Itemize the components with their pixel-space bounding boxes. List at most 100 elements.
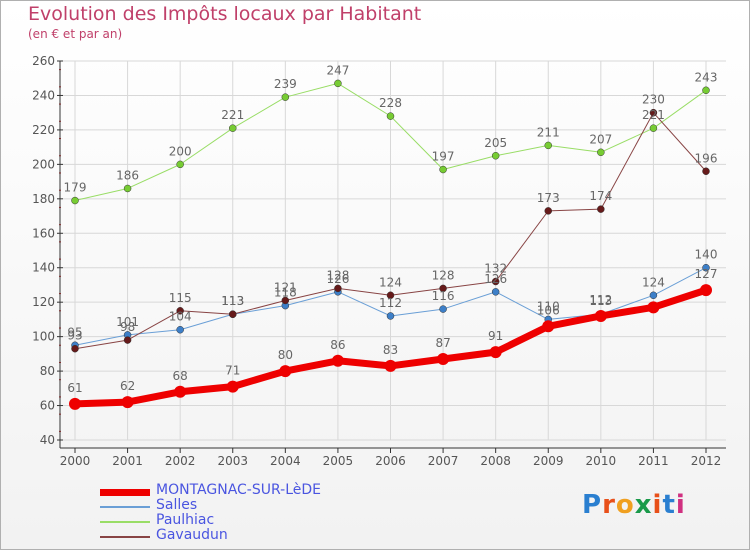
data-label: 112 [589,293,612,307]
data-label: 86 [330,338,345,352]
data-label: 61 [67,381,82,395]
y-tick-label: 200 [32,157,55,171]
x-tick-label: 2009 [533,454,564,468]
series-point-0 [542,320,555,333]
x-tick-label: 2012 [691,454,722,468]
data-label: 140 [695,248,718,262]
logo-letter: P [582,490,603,520]
y-tick-label: 260 [32,54,55,68]
series-point-3 [649,108,658,117]
y-tick-label: 220 [32,123,55,137]
series-point-1 [176,325,184,334]
legend-label: MONTAGNAC-SUR-LèDE [156,482,321,498]
series-point-2 [491,152,500,160]
series-point-1 [702,263,710,272]
x-tick-label: 2011 [638,454,669,468]
data-label: 121 [274,280,297,294]
series-point-3 [281,296,290,305]
x-tick-label: 2008 [480,454,511,468]
data-label: 87 [435,336,450,350]
series-group [69,79,712,410]
data-label: 113 [589,294,612,308]
series-point-3 [702,167,710,176]
series-point-2 [597,148,605,157]
legend-label: Paulhiac [156,512,215,528]
data-label: 83 [383,343,398,357]
data-label: 124 [642,275,665,289]
series-point-2 [649,124,658,132]
series-point-3 [334,284,342,293]
series-point-0 [700,284,712,297]
y-tick-label: 80 [40,364,55,378]
y-tick-label: 120 [32,295,55,309]
series-point-2 [176,160,184,169]
x-tick-label: 2004 [270,454,301,468]
data-label: 110 [537,299,560,313]
data-label: 116 [432,289,455,303]
logo-letter: r [602,490,616,520]
data-label: 126 [484,272,507,286]
series-point-2 [71,196,79,205]
series-point-0 [279,365,292,378]
y-tick-label: 40 [40,433,55,447]
data-label: 207 [589,132,612,146]
logo-letter: i [652,490,663,520]
legend-label: Salles [156,497,198,513]
data-label: 104 [169,310,192,324]
series-point-0 [384,359,397,372]
legend-swatch [100,521,150,523]
data-label: 106 [537,303,560,317]
data-label: 221 [642,108,665,122]
legend-swatch [100,536,150,538]
series-point-2 [281,93,290,101]
series-point-3 [491,277,500,286]
series-point-0 [331,354,344,367]
x-tick-label: 2003 [217,454,248,468]
y-tick-label: 60 [40,399,55,413]
data-label: 197 [432,150,455,164]
series-point-1 [491,288,500,296]
legend-swatch [100,506,150,508]
proxiti-logo: Proxiti [582,490,686,520]
series-point-1 [649,291,658,300]
series-point-1 [439,305,447,313]
data-label: 247 [326,63,349,77]
series-point-2 [439,165,447,174]
x-tick-label: 2000 [60,454,91,468]
series-point-2 [229,124,237,132]
data-label: 239 [274,77,297,91]
y-tick-label: 180 [32,192,55,206]
series-point-3 [176,307,184,315]
series-point-3 [123,336,132,344]
x-tick-label: 2010 [586,454,617,468]
logo-letter: x [634,490,653,520]
data-label: 113 [221,294,244,308]
data-label: 98 [120,320,135,334]
series-point-0 [489,346,502,359]
series-point-3 [386,291,395,300]
data-label: 179 [64,181,87,195]
series-point-0 [647,301,660,314]
data-label: 128 [432,268,455,282]
data-label: 118 [274,286,297,300]
data-label: 230 [642,93,665,107]
data-label: 128 [326,268,349,282]
series-point-2 [544,141,552,150]
data-label: 126 [326,272,349,286]
x-tick-label: 2006 [375,454,406,468]
data-label: 200 [169,144,192,158]
series-point-0 [226,380,239,393]
series-point-3 [439,284,447,293]
data-label: 113 [221,294,244,308]
series-point-0 [121,396,134,409]
series-point-3 [544,207,552,215]
logo-letter: t [662,490,676,520]
series-point-3 [71,344,79,353]
logo-letter: o [615,490,635,520]
data-label: 243 [695,70,718,84]
y-tick-label: 140 [32,261,55,275]
chart-title: Evolution des Impôts locaux par Habitant [28,3,422,25]
series-point-0 [437,353,450,366]
